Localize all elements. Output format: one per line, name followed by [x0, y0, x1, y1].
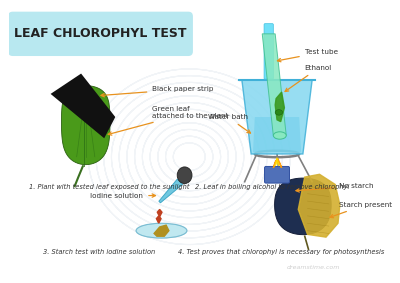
FancyBboxPatch shape — [8, 12, 193, 56]
Polygon shape — [275, 92, 284, 122]
Polygon shape — [273, 158, 282, 168]
Polygon shape — [275, 158, 279, 166]
Text: Test tube: Test tube — [278, 49, 338, 62]
Text: dreamstime.com: dreamstime.com — [286, 265, 340, 270]
Text: 3. Starch test with iodine solution: 3. Starch test with iodine solution — [44, 249, 156, 255]
Text: 1. Plant with tested leaf exposed to the sunlight: 1. Plant with tested leaf exposed to the… — [28, 184, 189, 190]
Text: LEAF CHLOROPHYL TEST: LEAF CHLOROPHYL TEST — [14, 27, 187, 40]
Text: No starch: No starch — [296, 183, 374, 192]
Ellipse shape — [273, 132, 286, 139]
Polygon shape — [154, 225, 169, 236]
Text: Starch present: Starch present — [330, 202, 392, 218]
FancyBboxPatch shape — [264, 166, 290, 183]
FancyBboxPatch shape — [264, 24, 273, 79]
Polygon shape — [298, 174, 340, 237]
Polygon shape — [242, 80, 312, 154]
Ellipse shape — [275, 110, 282, 115]
Polygon shape — [159, 179, 182, 203]
Polygon shape — [62, 86, 110, 165]
Text: Ethanol: Ethanol — [285, 65, 332, 91]
Ellipse shape — [177, 167, 192, 184]
Polygon shape — [275, 178, 331, 235]
Polygon shape — [262, 34, 286, 136]
Text: Iodine solution: Iodine solution — [90, 192, 156, 199]
Text: Black paper strip: Black paper strip — [101, 86, 214, 97]
Text: 2. Leaf in boiling alcohol to remove chlorophyl: 2. Leaf in boiling alcohol to remove chl… — [195, 184, 350, 190]
Polygon shape — [157, 209, 162, 217]
Polygon shape — [253, 117, 301, 152]
Text: Green leaf
attached to the plant: Green leaf attached to the plant — [108, 106, 229, 135]
Ellipse shape — [136, 223, 187, 238]
Polygon shape — [51, 74, 115, 138]
Polygon shape — [156, 216, 161, 223]
Text: Water bath: Water bath — [208, 114, 250, 133]
Text: 4. Test proves that chlorophyl is necessary for photosynthesis: 4. Test proves that chlorophyl is necess… — [178, 249, 385, 255]
